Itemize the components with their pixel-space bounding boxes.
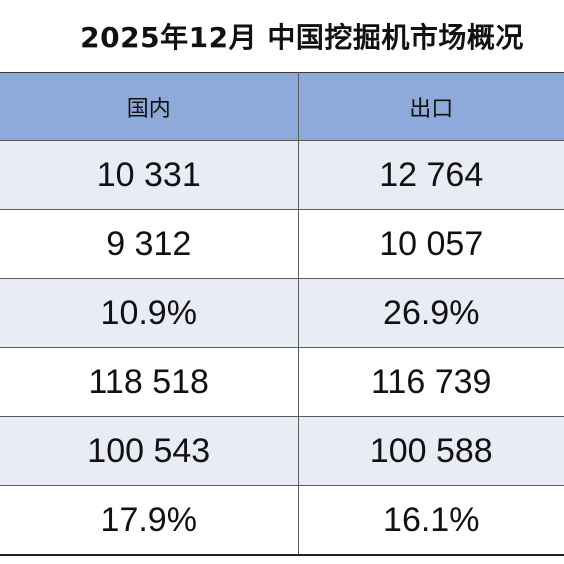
table-row: 17.9% 16.1%	[0, 485, 564, 556]
table-cell-export: 12 764	[297, 140, 564, 210]
table-cell-export: 16.1%	[297, 485, 564, 556]
table-row: 10.9% 26.9%	[0, 278, 564, 348]
table-row: 10 331 12 764	[0, 140, 564, 210]
table-row: 100 543 100 588	[0, 416, 564, 486]
table-cell-domestic: 100 543	[0, 416, 299, 486]
table-cell-domestic: 10.9%	[0, 278, 299, 348]
header-row: 国内 出口	[0, 72, 564, 141]
table-cell-domestic: 17.9%	[0, 485, 299, 556]
table-cell-export: 116 739	[297, 347, 564, 417]
table-cell-domestic: 118 518	[0, 347, 299, 417]
table-title: 2025年12月 中国挖掘机市场概况	[80, 21, 524, 54]
market-overview-table: 国内 出口 10 331 12 764 9 312 10 057 10.9% 2…	[0, 72, 564, 556]
table-cell-domestic: 10 331	[0, 140, 299, 210]
table-cell-export: 100 588	[297, 416, 564, 486]
column-header-export: 出口	[297, 72, 564, 141]
table-cell-export: 26.9%	[297, 278, 564, 348]
table-row: 9 312 10 057	[0, 209, 564, 279]
table-cell-export: 10 057	[297, 209, 564, 279]
column-header-domestic: 国内	[0, 72, 299, 141]
table-row: 118 518 116 739	[0, 347, 564, 417]
table-cell-domestic: 9 312	[0, 209, 299, 279]
